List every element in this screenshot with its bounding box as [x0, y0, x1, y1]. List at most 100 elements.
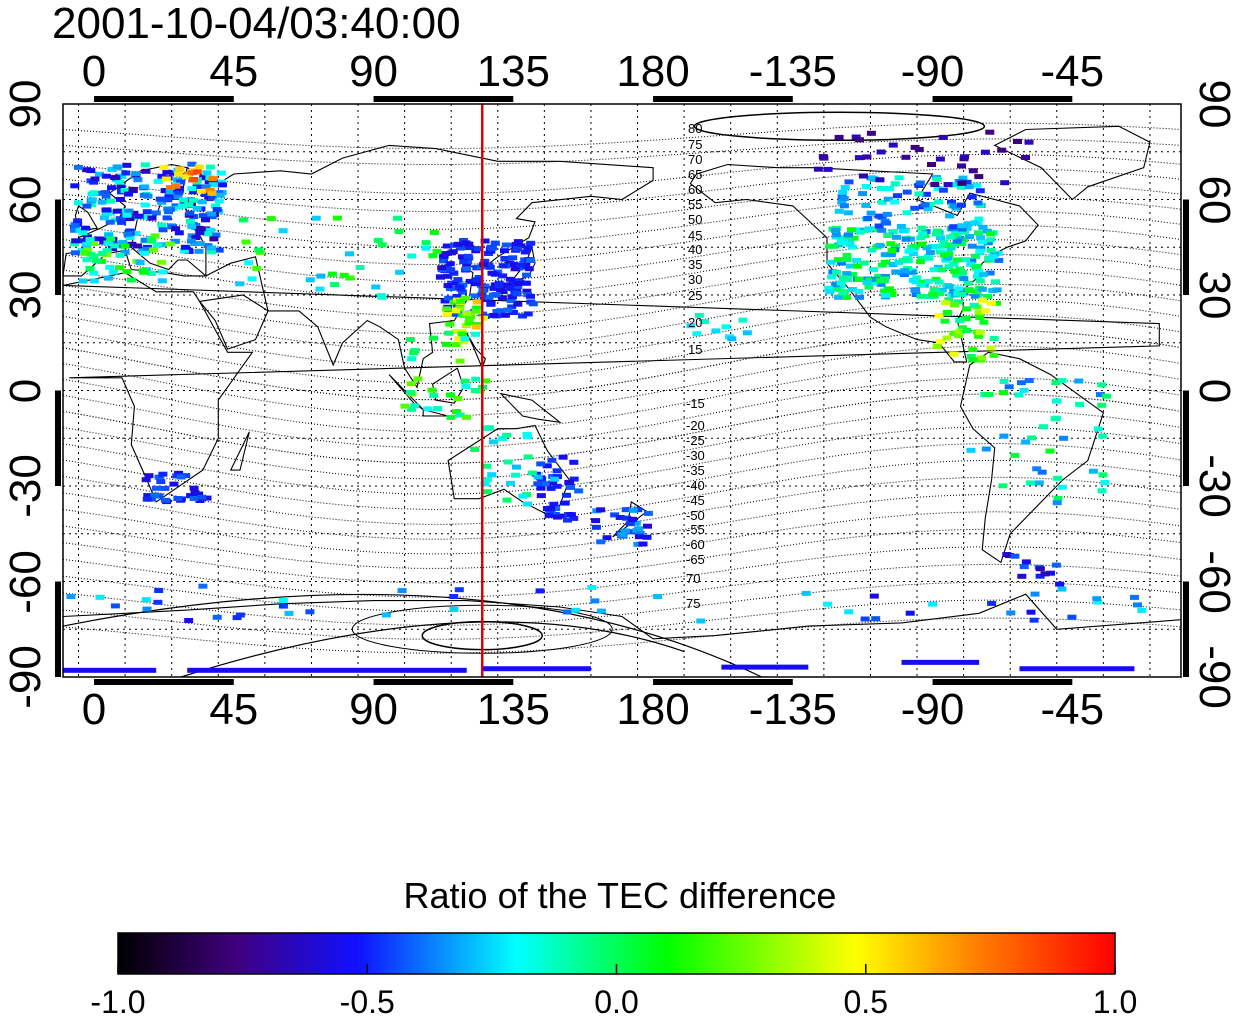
tec-data-cell [1030, 591, 1040, 597]
tec-data-cell [596, 539, 606, 545]
tec-data-cell [564, 479, 574, 485]
tec-data-cell [905, 610, 915, 616]
tec-data-cell [179, 248, 189, 254]
tec-data-cell [160, 497, 170, 503]
tec-data-cell [525, 258, 535, 263]
tec-data-cell [192, 205, 202, 211]
magnetic-contour [63, 442, 1181, 510]
tec-data-cell [950, 302, 959, 308]
tec-data-cell [801, 590, 811, 596]
tec-data-cell [960, 229, 970, 235]
tec-data-cell [916, 279, 926, 285]
magnetic-contour [63, 581, 1181, 626]
tec-data-cell [552, 468, 562, 474]
tec-data-cell [523, 245, 533, 251]
magnetic-contour [63, 511, 1181, 569]
tec-data-cell [937, 267, 947, 273]
tec-data-cell [63, 667, 157, 673]
tec-data-cell [952, 272, 962, 278]
magnetic-contour [63, 138, 1181, 165]
tec-data-cell [505, 260, 515, 266]
colorbar [117, 932, 1116, 975]
tec-data-cell [66, 594, 76, 599]
tec-data-cell [122, 162, 132, 168]
tec-data-cell [965, 288, 975, 294]
tec-data-cell [875, 242, 885, 248]
tec-data-cell [518, 493, 528, 499]
tec-data-cell [1067, 614, 1077, 620]
tec-data-cell [934, 199, 943, 205]
tec-data-cell [142, 246, 152, 252]
tec-data-cell [936, 235, 945, 241]
tec-data-cell [157, 278, 167, 284]
contour-label: 80 [688, 121, 703, 136]
colorbar-tick-label: 1.0 [1092, 984, 1138, 1020]
tec-data-cell [957, 163, 966, 169]
tec-data-cell [923, 278, 933, 284]
tec-data-cell [560, 500, 570, 506]
tec-data-cell [500, 248, 509, 254]
tec-data-cell [974, 230, 983, 236]
tec-data-cell [974, 310, 984, 316]
tec-data-cell [135, 260, 145, 265]
tec-data-cell [954, 299, 963, 305]
tec-data-cell [574, 488, 584, 494]
tec-data-cell [511, 472, 520, 478]
tec-data-cell [962, 179, 972, 185]
tec-data-cell [500, 256, 510, 261]
border-bar-bottom [373, 679, 514, 685]
tec-data-cell [502, 497, 512, 503]
tec-data-cell [859, 260, 869, 266]
tec-data-cell [553, 474, 562, 480]
axis-tick-label: -90 [1, 645, 50, 709]
tec-data-cell [1035, 566, 1045, 572]
tec-data-cell [1051, 415, 1061, 421]
tec-data-cell [174, 189, 184, 195]
tec-data-cell [394, 229, 404, 234]
tec-data-cell [885, 286, 894, 292]
tec-data-cell [1017, 573, 1027, 579]
tec-data-cell [189, 485, 199, 491]
tec-data-cell [978, 224, 988, 230]
tec-data-cell [938, 187, 948, 193]
tec-data-cell [82, 257, 92, 263]
tec-data-cell [471, 388, 481, 394]
tec-data-cell [981, 308, 991, 314]
tec-data-cell [182, 174, 192, 180]
tec-data-cell [838, 189, 848, 195]
tec-data-cell [868, 175, 878, 181]
tec-data-cell [490, 240, 500, 246]
tec-data-cell [839, 196, 849, 201]
tec-data-cell [427, 387, 437, 393]
tec-data-cell [471, 331, 480, 337]
tec-data-cell [156, 479, 166, 485]
tec-data-cell [1097, 382, 1107, 388]
tec-data-cell [992, 287, 1002, 293]
tec-data-cell [955, 318, 965, 323]
tec-data-cell [844, 232, 853, 238]
tec-data-cell [925, 250, 935, 255]
tec-data-cell [149, 247, 159, 253]
tec-data-cell [986, 237, 996, 243]
tec-data-cell [880, 276, 890, 282]
tec-data-cell [73, 200, 83, 206]
tec-data-cell [114, 179, 124, 185]
tec-data-cell [480, 481, 490, 487]
tec-data-cell [465, 245, 475, 251]
tec-data-cell [432, 248, 442, 254]
tec-data-cell [212, 207, 222, 212]
tec-data-cell [407, 406, 417, 412]
tec-data-cell [877, 199, 887, 205]
tec-data-cell [902, 189, 912, 195]
tec-data-cell [929, 287, 939, 293]
tec-data-cell [963, 280, 973, 286]
tec-data-cell [97, 199, 107, 205]
tec-data-cell [987, 300, 996, 306]
tec-data-cell [446, 250, 456, 256]
tec-data-cell [1021, 155, 1030, 160]
tec-data-cell [1052, 500, 1062, 506]
tec-data-cell [550, 476, 559, 482]
tec-data-cell [957, 292, 967, 297]
tec-data-cell [591, 524, 601, 530]
tec-data-cell [445, 261, 455, 267]
